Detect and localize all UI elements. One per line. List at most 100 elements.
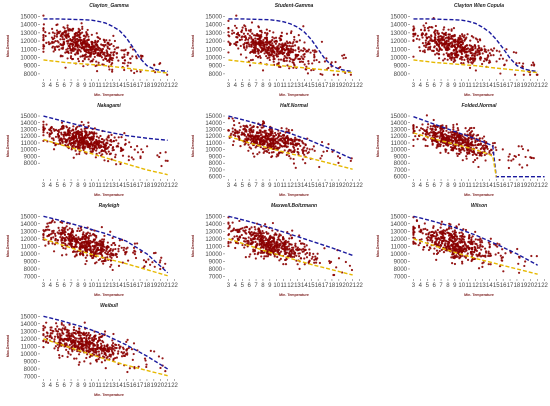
scatter-point <box>282 237 285 241</box>
scatter-point <box>288 252 291 255</box>
x-tick-label: 15 <box>308 183 315 189</box>
scatter-point <box>433 36 436 39</box>
scatter-point <box>262 38 265 41</box>
scatter-point <box>232 119 235 122</box>
scatter-point <box>423 222 426 225</box>
x-axis-label: Min. Temperature <box>279 293 309 297</box>
scatter-point <box>79 32 82 35</box>
y-tick-label: 13000 <box>20 127 37 133</box>
scatter-point <box>421 42 425 45</box>
scatter-point <box>254 240 257 244</box>
scatter-point <box>88 46 91 49</box>
upper-quantile-line <box>413 116 545 178</box>
scatter-point <box>298 234 301 237</box>
scatter-point <box>237 242 240 245</box>
x-tick-label: 22 <box>541 283 548 289</box>
scatter-point <box>65 125 68 128</box>
scatter-point <box>301 242 304 245</box>
scatter-point <box>303 41 306 44</box>
scatter-point <box>102 58 105 61</box>
scatter-point <box>75 153 78 156</box>
scatter-point <box>451 140 454 143</box>
scatter-point <box>243 42 247 45</box>
scatter-point <box>297 138 300 142</box>
y-tick-label: 14000 <box>20 222 37 228</box>
scatter-point <box>72 129 75 132</box>
scatter-point <box>294 55 297 58</box>
x-tick-label: 15 <box>123 83 130 89</box>
scatter-point <box>249 124 252 127</box>
scatter-point <box>69 235 72 238</box>
scatter-point <box>257 25 260 28</box>
scatter-point <box>456 154 459 158</box>
x-tick-label: 18 <box>514 283 521 289</box>
scatter-point <box>478 51 481 54</box>
scatter-point <box>449 135 452 138</box>
scatter-point <box>58 229 61 232</box>
scatter-point <box>291 255 294 258</box>
scatter-point <box>470 57 474 60</box>
x-tick-label: 22 <box>171 83 178 89</box>
scatter-point <box>468 48 472 51</box>
scatter-point <box>74 53 77 56</box>
scatter-point <box>72 144 75 147</box>
scatter-point <box>260 255 263 258</box>
scatter-point <box>465 44 469 47</box>
scatter-point <box>262 231 265 235</box>
x-tick-label: 11 <box>466 183 473 189</box>
scatter-point <box>270 151 273 154</box>
scatter-point <box>455 147 458 151</box>
scatter-point <box>269 130 272 133</box>
scatter-point <box>91 251 94 254</box>
y-tick-label: 8000 <box>209 161 223 167</box>
scatter-point <box>71 38 74 42</box>
scatter-point <box>285 59 288 62</box>
y-axis-label: Max.Demand <box>191 35 195 57</box>
scatter-point <box>42 229 45 232</box>
scatter-point <box>468 44 471 47</box>
scatter-point <box>466 143 469 147</box>
scatter-point <box>303 55 306 58</box>
upper-quantile-line <box>413 18 538 73</box>
y-tick-label: 7000 <box>394 168 408 174</box>
scatter-point <box>269 253 272 256</box>
x-tick-label: 13 <box>479 183 486 189</box>
scatter-point <box>296 53 300 57</box>
scatter-point <box>95 149 98 152</box>
scatter-point <box>498 50 501 53</box>
scatter-point <box>64 144 68 147</box>
scatter-point <box>85 55 88 58</box>
scatter-point <box>76 241 80 244</box>
scatter-points <box>227 216 354 277</box>
scatter-point <box>78 229 81 233</box>
scatter-point <box>267 137 271 140</box>
scatter-point <box>466 58 469 61</box>
scatter-point <box>265 134 268 137</box>
scatter-point <box>475 243 478 246</box>
scatter-point <box>98 251 102 254</box>
scatter-point <box>109 139 112 142</box>
scatter-point <box>133 253 137 256</box>
y-tick-label: 11000 <box>391 244 408 250</box>
scatter-point <box>467 145 470 148</box>
scatter-point <box>139 250 143 254</box>
scatter-point <box>96 36 99 39</box>
scatter-point <box>84 256 87 259</box>
scatter-point <box>272 136 275 139</box>
x-tick-label: 7 <box>254 183 258 189</box>
scatter-point <box>465 151 469 154</box>
scatter-point <box>63 137 66 140</box>
scatter-point <box>275 50 279 53</box>
y-tick-label: 13000 <box>205 229 222 235</box>
scatter-point <box>341 54 344 57</box>
scatter-point <box>258 29 262 33</box>
chart-title: Nakagami <box>97 103 121 109</box>
scatter-point <box>80 22 83 25</box>
scatter-point <box>445 139 449 142</box>
lower-quantile-line <box>228 59 353 74</box>
scatter-point <box>105 246 108 249</box>
scatter-point <box>427 40 430 43</box>
scatter-point <box>253 155 256 158</box>
y-tick-label: 12000 <box>20 237 37 243</box>
scatter-point <box>249 232 252 235</box>
